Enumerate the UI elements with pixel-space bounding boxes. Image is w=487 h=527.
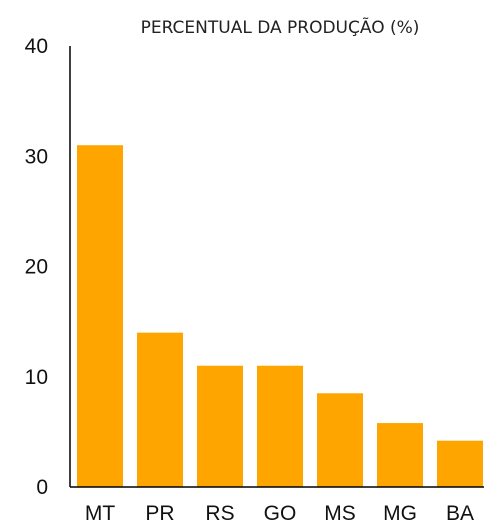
bar-rs bbox=[197, 365, 243, 487]
bar-pr bbox=[137, 332, 183, 487]
y-tick-label-30: 30 bbox=[25, 145, 48, 168]
x-tick-label-ba: BA bbox=[446, 502, 474, 525]
y-tick-label-40: 40 bbox=[25, 35, 48, 58]
x-tick-label-mt: MT bbox=[85, 502, 115, 525]
x-tick-label-rs: RS bbox=[205, 502, 234, 525]
bar-go bbox=[257, 365, 303, 487]
x-tick-label-go: GO bbox=[264, 502, 297, 525]
x-tick-label-ms: MS bbox=[324, 502, 356, 525]
y-axis-ticks: 0 10 20 30 40 bbox=[25, 35, 48, 499]
bar-mg bbox=[377, 423, 423, 487]
bar-ms bbox=[317, 393, 363, 487]
x-tick-label-pr: PR bbox=[145, 502, 174, 525]
x-axis-ticks: MT PR RS GO MS MG BA bbox=[85, 502, 474, 525]
x-tick-label-mg: MG bbox=[383, 502, 417, 525]
bar-mt bbox=[77, 145, 123, 487]
chart-title: PERCENTUAL DA PRODUÇÃO (%) bbox=[141, 16, 420, 38]
y-tick-label-20: 20 bbox=[25, 256, 48, 279]
y-tick-label-0: 0 bbox=[36, 476, 48, 499]
bars-group bbox=[77, 145, 483, 487]
y-tick-label-10: 10 bbox=[25, 366, 48, 389]
bar-ba bbox=[437, 440, 483, 487]
